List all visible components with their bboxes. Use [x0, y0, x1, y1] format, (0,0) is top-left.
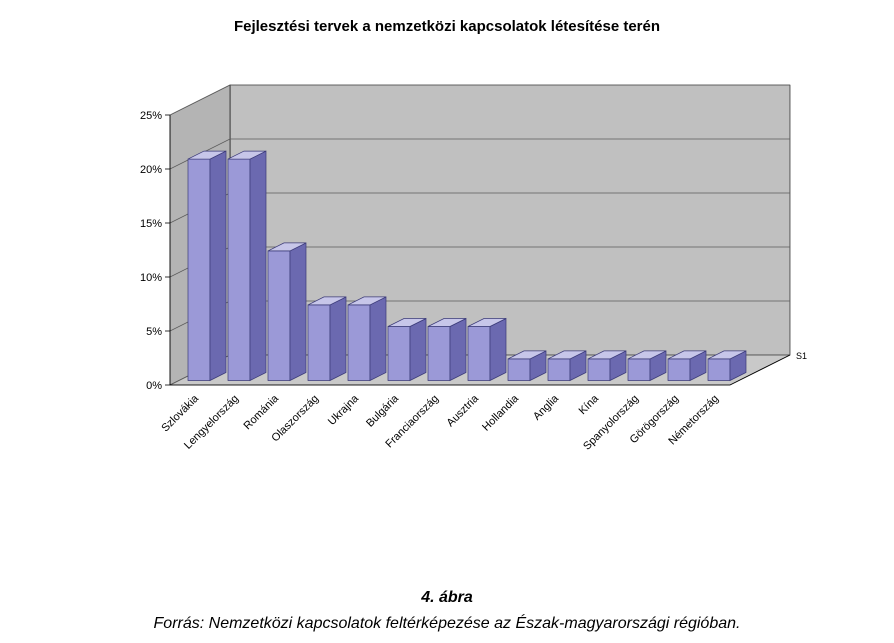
svg-text:Kína: Kína — [577, 392, 602, 417]
figure-number: 4. ábra — [0, 589, 894, 607]
svg-text:5%: 5% — [146, 326, 162, 338]
caption: 4. ábra Forrás: Nemzetközi kapcsolatok f… — [0, 589, 894, 633]
svg-text:Románia: Románia — [242, 392, 282, 432]
page: Fejlesztési tervek a nemzetközi kapcsola… — [0, 0, 894, 643]
svg-text:Ausztria: Ausztria — [445, 392, 482, 429]
chart-area: 0%5%10%15%20%25%SzlovákiaLengyelországRo… — [110, 55, 830, 535]
svg-text:Bulgária: Bulgária — [364, 392, 402, 430]
chart-title: Fejlesztési tervek a nemzetközi kapcsola… — [0, 18, 894, 35]
bar-chart-svg: 0%5%10%15%20%25%SzlovákiaLengyelországRo… — [110, 55, 830, 535]
svg-text:15%: 15% — [140, 218, 162, 230]
svg-text:Ukrajna: Ukrajna — [326, 392, 362, 428]
svg-text:Hollandia: Hollandia — [480, 392, 522, 434]
svg-text:10%: 10% — [140, 272, 162, 284]
svg-text:0%: 0% — [146, 380, 162, 392]
svg-text:Szlovákia: Szlovákia — [159, 392, 201, 434]
svg-text:25%: 25% — [140, 110, 162, 122]
svg-text:Anglia: Anglia — [531, 392, 562, 423]
svg-text:S1: S1 — [796, 351, 807, 361]
figure-source: Forrás: Nemzetközi kapcsolatok feltérkép… — [154, 615, 741, 632]
svg-text:20%: 20% — [140, 164, 162, 176]
